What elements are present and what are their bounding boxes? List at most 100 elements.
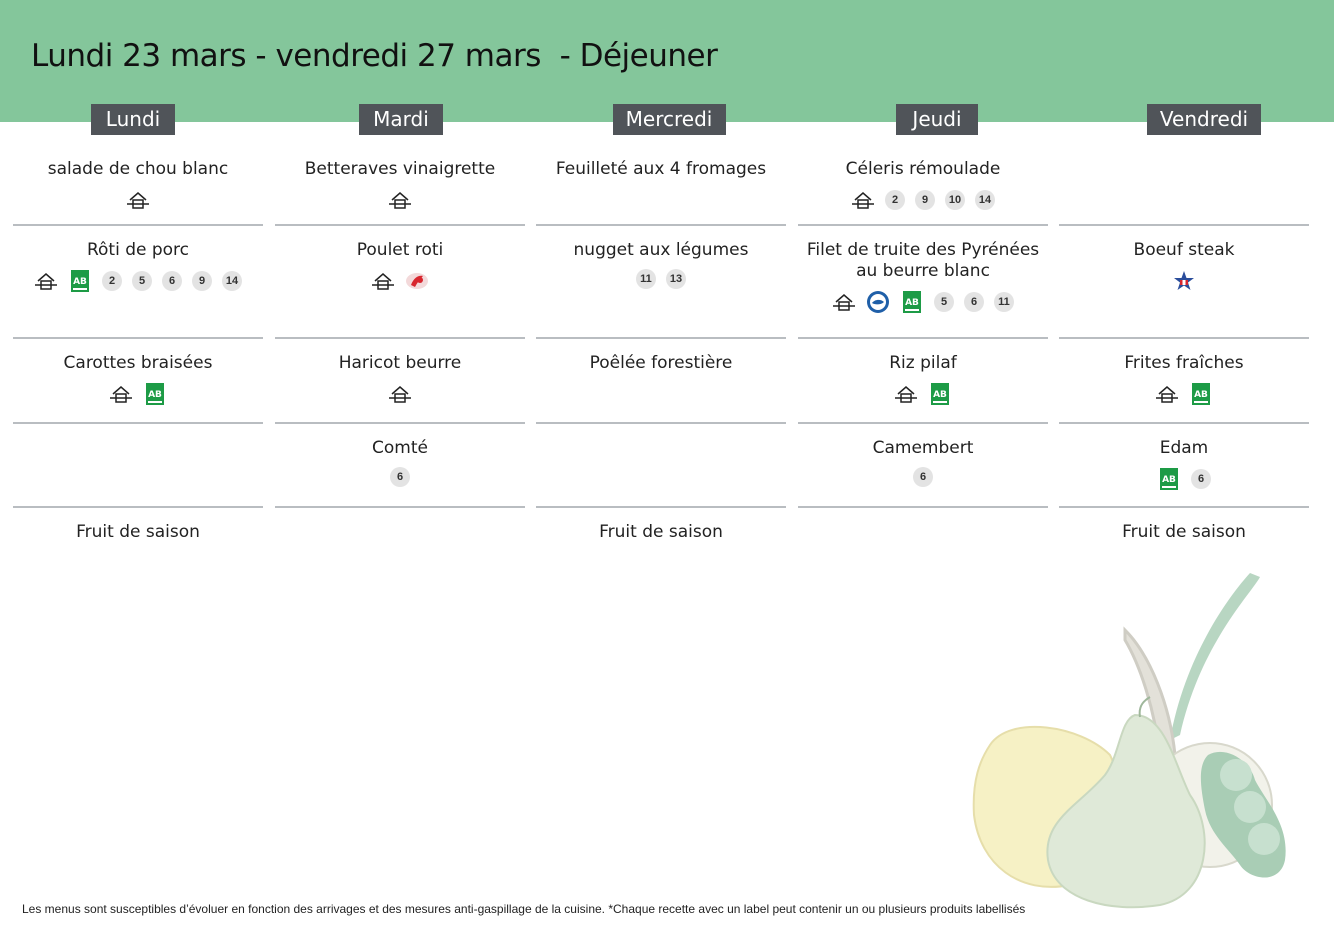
day-column-mercredi: Feuilleté aux 4 fromages nugget aux légum…	[536, 145, 786, 568]
menu-course	[1059, 145, 1309, 226]
menu-course: Céleris rémoulade 2 9 10 14	[798, 145, 1048, 226]
dish-labels: 2 9 10 14	[798, 188, 1048, 212]
day-label-vendredi: Vendredi	[1147, 104, 1261, 135]
menu-course: Fruit de saison	[13, 508, 263, 568]
dish-labels	[275, 269, 525, 293]
allergen-badge: 5	[132, 271, 152, 291]
dish-labels: AB	[1059, 382, 1309, 406]
day-column-vendredi: Boeuf steak Frites fraîches AB Edam AB 6 Fruit…	[1059, 145, 1309, 568]
allergen-badge: 2	[885, 190, 905, 210]
menu-course: Betteraves vinaigrette	[275, 145, 525, 226]
dish-name: Fruit de saison	[76, 522, 200, 542]
dish-name: Carottes braisées	[63, 353, 213, 373]
allergen-badge: 6	[913, 467, 933, 487]
allergen-badge: 6	[964, 292, 984, 312]
menu-course	[275, 508, 525, 568]
menu-course: Riz pilaf AB	[798, 339, 1048, 424]
fruit-vegetable-illustration	[972, 573, 1286, 909]
day-column-lundi: salade de chou blanc Rôti de porc AB 2 5 6 9 14…	[13, 145, 263, 568]
svg-text:AB: AB	[905, 298, 919, 308]
dish-name: salade de chou blanc	[47, 159, 229, 179]
dish-labels: AB 2 5 6 9 14	[13, 269, 263, 293]
menu-course: Carottes braisées AB	[13, 339, 263, 424]
dish-name: Camembert	[872, 438, 974, 458]
allergen-badge: 11	[994, 292, 1014, 312]
dish-name: Haricot beurre	[338, 353, 462, 373]
svg-text:AB: AB	[73, 277, 87, 287]
page-title: Lundi 23 mars - vendredi 27 mars - Déjeu…	[31, 38, 718, 74]
allergen-badge: 6	[162, 271, 182, 291]
allergen-badge: 6	[1191, 469, 1211, 489]
menu-course	[13, 424, 263, 508]
day-label-lundi: Lundi	[91, 104, 175, 135]
dish-labels	[275, 188, 525, 212]
dish-name: Filet de truite des Pyrénées au beurre b…	[806, 240, 1040, 281]
allergen-badge: 11	[636, 269, 656, 289]
dish-labels: AB 5 6 11	[798, 290, 1048, 314]
dish-name: Comté	[372, 438, 428, 458]
agriculture-biologique-icon: AB	[903, 291, 921, 313]
msc-peche-durable-icon	[867, 291, 889, 313]
fait-maison-icon	[852, 192, 874, 209]
fait-maison-icon	[389, 192, 411, 209]
day-label-jeudi: Jeudi	[896, 104, 978, 135]
menu-course: Comté 6	[275, 424, 525, 508]
allergen-badge: 14	[222, 271, 242, 291]
dish-name: Céleris rémoulade	[845, 159, 1001, 179]
fait-maison-icon	[895, 386, 917, 403]
allergen-badge: 6	[390, 467, 410, 487]
fait-maison-icon	[372, 273, 394, 290]
footer-note: Les menus sont susceptibles d’évoluer en…	[22, 902, 1026, 916]
label-rouge-icon	[406, 273, 428, 289]
fait-maison-icon	[35, 273, 57, 290]
agriculture-biologique-icon: AB	[71, 270, 89, 292]
menu-course: Camembert 6	[798, 424, 1048, 508]
dish-labels: 6	[275, 467, 525, 487]
fait-maison-icon	[389, 386, 411, 403]
dish-labels: 11 13	[536, 269, 786, 289]
header-banner: Lundi 23 mars - vendredi 27 mars - Déjeu…	[0, 0, 1334, 122]
dish-labels: AB	[13, 382, 263, 406]
svg-text:AB: AB	[1194, 390, 1208, 400]
agriculture-biologique-icon: AB	[1192, 383, 1210, 405]
menu-course: Frites fraîches AB	[1059, 339, 1309, 424]
viande-bovine-francaise-icon	[1174, 271, 1194, 290]
menu-course: Fruit de saison	[1059, 508, 1309, 568]
allergen-badge: 5	[934, 292, 954, 312]
menu-course: Fruit de saison	[536, 508, 786, 568]
dish-labels	[275, 382, 525, 406]
allergen-badge: 14	[975, 190, 995, 210]
menu-course	[798, 508, 1048, 568]
day-column-jeudi: Céleris rémoulade 2 9 10 14 Filet de truite d…	[798, 145, 1048, 568]
dish-name: Poêlée forestière	[589, 353, 733, 373]
dish-name: Feuilleté aux 4 fromages	[555, 159, 767, 179]
dish-name: Fruit de saison	[1122, 522, 1246, 542]
dish-name	[1059, 145, 1309, 159]
dish-labels: 6	[798, 467, 1048, 487]
dish-name: Poulet roti	[356, 240, 444, 260]
agriculture-biologique-icon: AB	[931, 383, 949, 405]
dish-name: Fruit de saison	[599, 522, 723, 542]
menu-course: Rôti de porc AB 2 5 6 9 14	[13, 226, 263, 339]
dish-name: Edam	[1159, 438, 1209, 458]
dish-labels	[1059, 269, 1309, 293]
menu-course: Feuilleté aux 4 fromages	[536, 145, 786, 226]
dish-labels: AB 6	[1059, 467, 1309, 491]
dish-name	[13, 424, 263, 438]
agriculture-biologique-icon: AB	[1160, 468, 1178, 490]
svg-text:AB: AB	[933, 390, 947, 400]
menu-course: Poulet roti	[275, 226, 525, 339]
day-label-mercredi: Mercredi	[612, 104, 726, 135]
dish-labels	[13, 188, 263, 212]
menu-course: Boeuf steak	[1059, 226, 1309, 339]
dish-labels: AB	[798, 382, 1048, 406]
day-column-mardi: Betteraves vinaigrette Poulet roti Haricot…	[275, 145, 525, 568]
fait-maison-icon	[110, 386, 132, 403]
svg-text:AB: AB	[1162, 475, 1176, 485]
menu-course	[536, 424, 786, 508]
menu-course: Filet de truite des Pyrénées au beurre b…	[798, 226, 1048, 339]
dish-name: Betteraves vinaigrette	[304, 159, 496, 179]
menu-course: nugget aux légumes 11 13	[536, 226, 786, 339]
dish-name: Frites fraîches	[1124, 353, 1244, 373]
dish-name	[798, 508, 1048, 522]
